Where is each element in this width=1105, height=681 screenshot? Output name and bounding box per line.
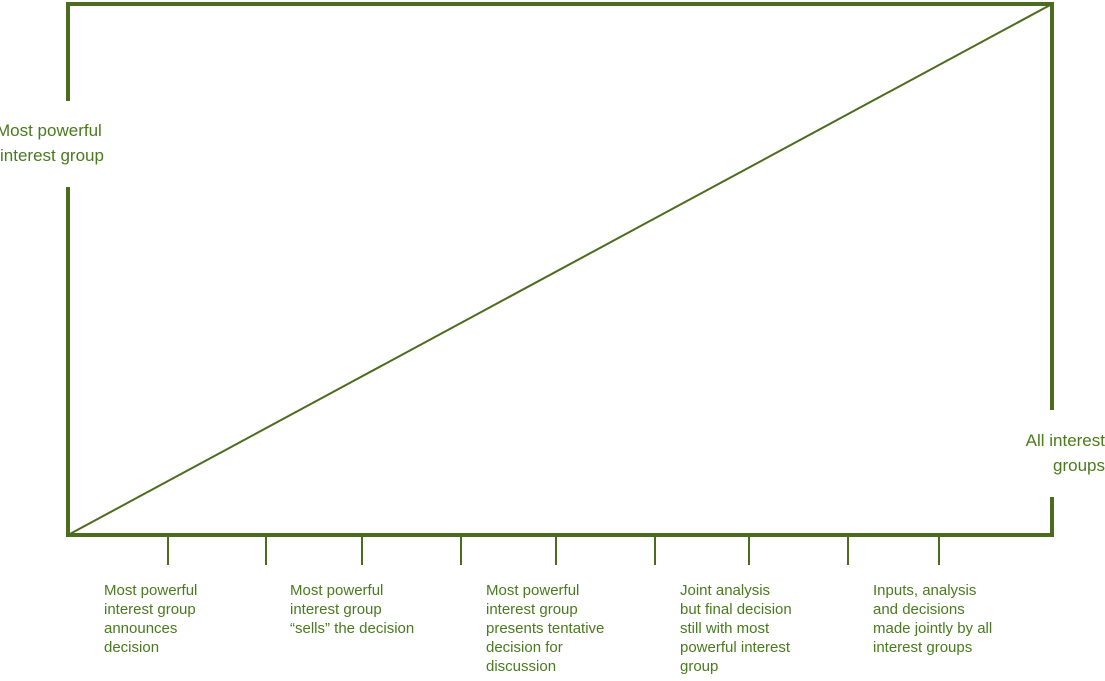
category-label-3: Most powerful interest group presents te… [486,582,605,675]
category-label-5: Inputs, analysis and decisions made join… [873,582,993,656]
category-label-2: Most powerful interest group “sells” the… [290,582,415,637]
left-axis-label: Most powerful interest group [0,118,150,168]
diagonal-line [67,3,1053,536]
category-label-4: Joint analysis but final decision still … [680,582,792,675]
category-label-1: Most powerful interest group announces d… [104,582,198,656]
right-axis-label: All interest groups [975,428,1105,478]
